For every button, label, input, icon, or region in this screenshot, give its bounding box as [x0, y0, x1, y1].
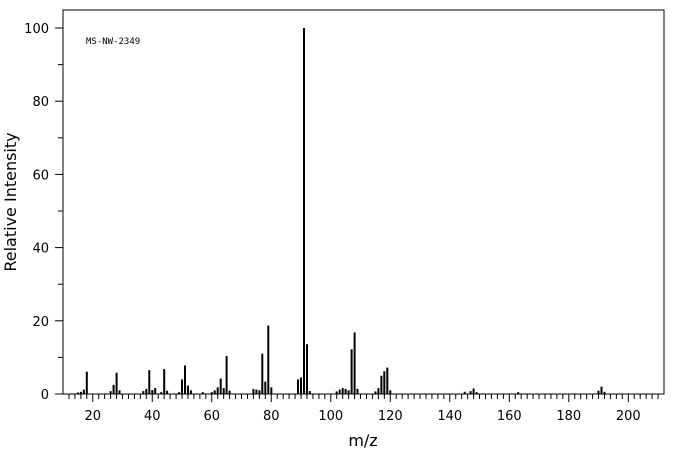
spectrum-peak — [335, 391, 338, 394]
spectrum-peak — [475, 392, 478, 394]
spectrum-peak — [187, 385, 189, 394]
spectrum-peak — [216, 387, 219, 394]
x-tick-label: 140 — [437, 409, 462, 424]
spectrum-peak — [255, 389, 258, 394]
spectrum-peak — [264, 381, 267, 394]
spectrum-peak — [258, 390, 261, 394]
spectrum-peak — [115, 372, 118, 394]
spectrum-peak — [297, 379, 299, 394]
spectrum-peak — [79, 391, 82, 394]
spectrum-peak — [306, 344, 308, 394]
y-tick-label: 100 — [24, 22, 49, 37]
spectrum-peak — [308, 391, 311, 394]
spectrum-peak — [341, 388, 344, 394]
spectrum-peak — [148, 370, 151, 394]
x-tick-label: 80 — [263, 409, 280, 424]
spectrum-peak — [347, 390, 350, 394]
y-tick-label: 40 — [32, 242, 49, 257]
spectrum-peak — [597, 390, 600, 394]
spectrum-peak — [154, 388, 157, 394]
spectrum-peak — [82, 389, 85, 394]
spectrum-peak — [344, 388, 347, 394]
spectrum-peak — [261, 353, 264, 394]
spectrum-peak — [189, 390, 192, 394]
spectrum-peak — [517, 392, 520, 394]
x-tick-label: 160 — [497, 409, 522, 424]
spectrum-peak — [270, 387, 273, 394]
spectrum-peak — [380, 375, 383, 394]
spectrum-peak — [160, 392, 163, 394]
chart-annotation: MS-NW-2349 — [86, 37, 140, 47]
spectrum-peak — [374, 391, 377, 394]
spectrum-peak — [184, 365, 186, 394]
x-tick-label: 40 — [144, 409, 161, 424]
spectrum-peak — [338, 389, 341, 394]
spectrum-peak — [151, 390, 154, 394]
spectrum-peak — [472, 388, 475, 394]
y-tick-label: 80 — [32, 95, 49, 110]
y-tick-label: 60 — [32, 168, 49, 183]
spectrum-peak — [219, 378, 222, 394]
y-axis: 0 20 40 60 80 100 — [24, 22, 63, 403]
spectrum-peak — [225, 355, 228, 394]
spectrum-peak — [201, 392, 204, 394]
spectrum-peak — [469, 391, 472, 394]
spectrum-peak — [181, 379, 183, 394]
spectrum-peak — [85, 371, 88, 394]
spectrum-peak — [112, 384, 115, 394]
spectrum-peak — [389, 390, 392, 394]
spectrum-peak — [222, 388, 225, 394]
spectrum-peak — [109, 391, 112, 394]
x-tick-label: 100 — [318, 409, 343, 424]
spectrum-peak — [303, 28, 305, 394]
spectrum-peak — [76, 392, 79, 394]
spectrum-peak — [213, 390, 216, 394]
spectrum-peak — [377, 388, 380, 394]
spectrum-peak — [252, 388, 255, 394]
spectrum-peak — [118, 390, 121, 394]
spectrum-peak — [145, 388, 148, 394]
x-tick-label: 20 — [84, 409, 101, 424]
x-tick-label: 60 — [203, 409, 220, 424]
spectrum-peak — [600, 386, 603, 394]
spectrum-peak — [142, 391, 145, 394]
spectrum-peak — [210, 392, 213, 394]
spectrum-peak — [356, 388, 359, 394]
spectrum-peak — [178, 392, 180, 394]
spectrum-peak — [350, 349, 353, 394]
y-axis-title: Relative Intensity — [1, 132, 20, 271]
spectrum-peak — [166, 390, 169, 394]
spectrum-peak — [300, 377, 302, 394]
x-tick-label: 200 — [616, 409, 641, 424]
x-tick-label: 120 — [378, 409, 403, 424]
bars-layer — [76, 28, 606, 394]
plot-frame — [62, 9, 665, 395]
spectrum-peak — [603, 391, 606, 394]
x-axis: 20 40 60 80 100 120 140 160 180 200 — [68, 394, 659, 424]
y-tick-label: 20 — [32, 315, 49, 330]
spectrum-peak — [228, 390, 231, 394]
spectrum-peak — [163, 369, 166, 394]
spectrum-peak — [267, 325, 270, 394]
x-tick-label: 180 — [556, 409, 581, 424]
spectrum-peak — [463, 391, 466, 394]
spectrum-peak — [383, 371, 386, 394]
y-tick-label: 0 — [41, 388, 49, 403]
spectrum-peak — [386, 367, 389, 394]
x-axis-title: m/z — [348, 431, 377, 450]
spectrum-peak — [353, 332, 356, 394]
